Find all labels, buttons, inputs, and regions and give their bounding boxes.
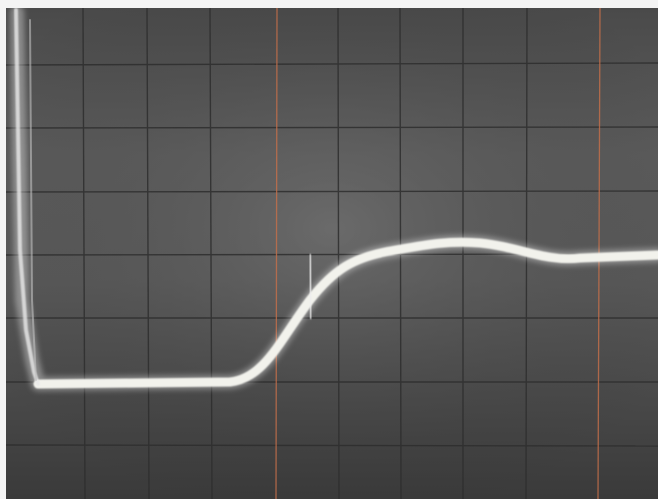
trace	[10, 5, 658, 391]
photo-border-left	[0, 0, 6, 499]
photo-border-top	[0, 0, 658, 8]
